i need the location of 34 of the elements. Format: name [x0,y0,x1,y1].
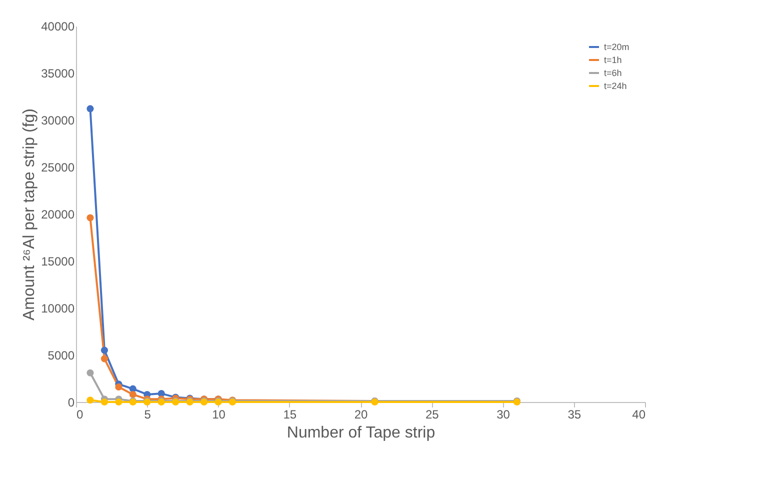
y-tick-label: 5000 [48,348,75,362]
x-tick-label: 5 [144,408,152,422]
legend-label: t=24h [604,81,627,91]
point [86,396,94,404]
y-tick-label: 15000 [41,254,75,268]
y-tick-label: 30000 [41,114,75,128]
x-tick-label: 25 [425,408,440,422]
point [129,390,136,398]
y-tick-label: 10000 [41,302,75,316]
point [100,398,108,406]
point [86,105,94,112]
legend-label: t=1h [604,55,622,65]
x-tick-label: 40 [632,408,646,422]
x-tick-label: 30 [496,408,510,422]
x-tick-label: 10 [212,408,226,422]
x-axis-title: Number of Tape strip [286,424,436,442]
x-tick-label: 0 [76,408,84,422]
x-tick-label: 20 [354,408,368,422]
point [115,398,122,406]
y-axis-title: Amount ²⁶Al per tape strip (fg) [21,108,38,320]
y-tick-label: 0 [68,396,75,410]
point [100,355,108,362]
y-tick-label: 40000 [41,20,75,34]
x-tick-label: 15 [283,408,297,422]
x-tick-label: 35 [568,408,582,422]
point [86,214,94,222]
point [100,346,108,354]
legend-label: t=20m [604,42,630,52]
y-tick-label: 20000 [41,208,75,222]
y-tick-label: 35000 [41,66,75,80]
legend-label: t=6h [604,68,622,78]
point [86,369,94,376]
y-tick-label: 25000 [41,160,75,174]
point [115,383,122,390]
